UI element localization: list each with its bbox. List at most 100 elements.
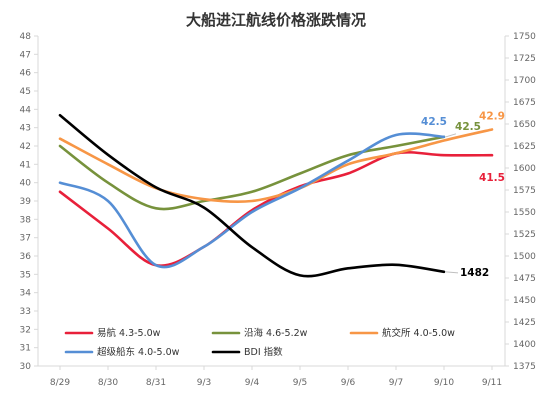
data-point xyxy=(203,198,205,200)
data-point xyxy=(155,186,157,188)
y-right-tick-label: 1725 xyxy=(513,54,536,64)
end-value-label-3: 42.5 xyxy=(421,116,447,128)
y-left-tick-label: 36 xyxy=(20,252,32,262)
x-tick-label: 9/11 xyxy=(482,378,502,388)
data-point xyxy=(395,145,397,147)
y-left-tick-label: 31 xyxy=(20,344,31,354)
end-value-label-2: 42.9 xyxy=(479,111,505,123)
legend-entry: 易航 4.3-5.0w xyxy=(97,327,161,339)
legend-entry: 沿海 4.6-5.2w xyxy=(244,327,308,339)
x-tick-label: 8/29 xyxy=(50,378,70,388)
data-point xyxy=(59,181,61,183)
y-right-tick-label: 1575 xyxy=(513,186,536,196)
y-left-tick-label: 34 xyxy=(20,289,32,299)
data-point xyxy=(251,246,253,248)
data-point xyxy=(347,267,349,269)
x-tick-label: 9/6 xyxy=(341,378,356,388)
data-point xyxy=(59,137,61,139)
data-point xyxy=(491,128,493,130)
y-left-tick-label: 44 xyxy=(20,105,32,115)
series-line-1 xyxy=(58,135,446,211)
x-tick-label: 8/30 xyxy=(98,378,118,388)
y-left-tick-label: 35 xyxy=(20,270,31,280)
y-left-tick-label: 42 xyxy=(20,142,31,152)
data-point xyxy=(251,211,253,213)
x-tick-label: 9/4 xyxy=(245,378,260,388)
y-right-tick-label: 1625 xyxy=(513,142,536,152)
y-right-tick-label: 1550 xyxy=(513,208,536,218)
y-left-tick-label: 37 xyxy=(20,234,31,244)
y-left-tick-label: 38 xyxy=(20,215,32,225)
data-point xyxy=(251,200,253,202)
y-right-tick-label: 1400 xyxy=(513,340,536,350)
y-left-tick-label: 30 xyxy=(20,362,32,372)
y-left-tick-label: 45 xyxy=(20,87,31,97)
x-tick-label: 9/7 xyxy=(389,378,403,388)
data-point xyxy=(203,246,205,248)
data-point xyxy=(107,181,109,183)
x-tick-label: 9/10 xyxy=(434,378,454,388)
y-right-tick-label: 1650 xyxy=(513,120,536,130)
data-point xyxy=(395,152,397,154)
data-point xyxy=(491,154,493,156)
y-right-tick-label: 1700 xyxy=(513,76,536,86)
data-point xyxy=(299,274,301,276)
series-line-0 xyxy=(58,150,494,267)
end-value-label-0: 41.5 xyxy=(479,172,505,184)
y-left-tick-label: 33 xyxy=(20,307,31,317)
y-left-tick-label: 46 xyxy=(20,69,32,79)
data-point xyxy=(443,139,445,141)
data-point xyxy=(59,145,61,147)
data-point xyxy=(59,191,61,193)
y-right-tick-label: 1475 xyxy=(513,274,536,284)
data-point xyxy=(203,206,205,208)
y-right-tick-label: 1600 xyxy=(513,164,536,174)
data-point xyxy=(299,172,301,174)
data-point xyxy=(347,154,349,156)
y-left-tick-label: 48 xyxy=(20,32,32,42)
x-tick-label: 9/5 xyxy=(293,378,307,388)
x-tick-label: 8/31 xyxy=(146,378,166,388)
data-point xyxy=(347,163,349,165)
chart-title: 大船进江航线价格涨跌情况 xyxy=(185,11,366,29)
data-point xyxy=(347,172,349,174)
y-left-tick-label: 43 xyxy=(20,124,31,134)
y-right-tick-label: 1375 xyxy=(513,362,536,372)
y-left-tick-label: 47 xyxy=(20,50,31,60)
data-point xyxy=(443,136,445,138)
legend-entry: 超级船东 4.0-5.0w xyxy=(97,346,180,358)
y-right-tick-label: 1500 xyxy=(513,252,536,262)
series-line-2 xyxy=(58,128,494,204)
data-point xyxy=(347,159,349,161)
data-point xyxy=(155,264,157,266)
data-point xyxy=(107,227,109,229)
legend-entry: BDI 指数 xyxy=(244,346,283,358)
series-line-3 xyxy=(58,132,446,269)
y-left-tick-label: 39 xyxy=(20,197,32,207)
legend-entry: 航交所 4.0-5.0w xyxy=(382,327,455,339)
data-point xyxy=(443,154,445,156)
data-point xyxy=(395,134,397,136)
data-point xyxy=(395,264,397,266)
end-value-label-1: 42.5 xyxy=(455,121,481,133)
y-right-tick-label: 1425 xyxy=(513,318,536,328)
data-point xyxy=(443,271,445,273)
y-right-tick-label: 1525 xyxy=(513,230,536,240)
data-point xyxy=(59,114,61,116)
y-right-tick-label: 1675 xyxy=(513,98,536,108)
y-left-tick-label: 32 xyxy=(20,325,31,335)
series-line-4 xyxy=(58,113,446,278)
y-right-tick-label: 1750 xyxy=(513,32,536,42)
data-point xyxy=(107,163,109,165)
end-value-label-4: 1482 xyxy=(460,267,489,279)
bdi-label-leader xyxy=(445,271,459,274)
x-tick-label: 9/3 xyxy=(197,378,211,388)
data-point xyxy=(107,154,109,156)
data-point xyxy=(251,191,253,193)
y-left-tick-label: 41 xyxy=(20,160,31,170)
data-point xyxy=(107,200,109,202)
data-point xyxy=(155,207,157,209)
label-leader xyxy=(445,133,457,138)
